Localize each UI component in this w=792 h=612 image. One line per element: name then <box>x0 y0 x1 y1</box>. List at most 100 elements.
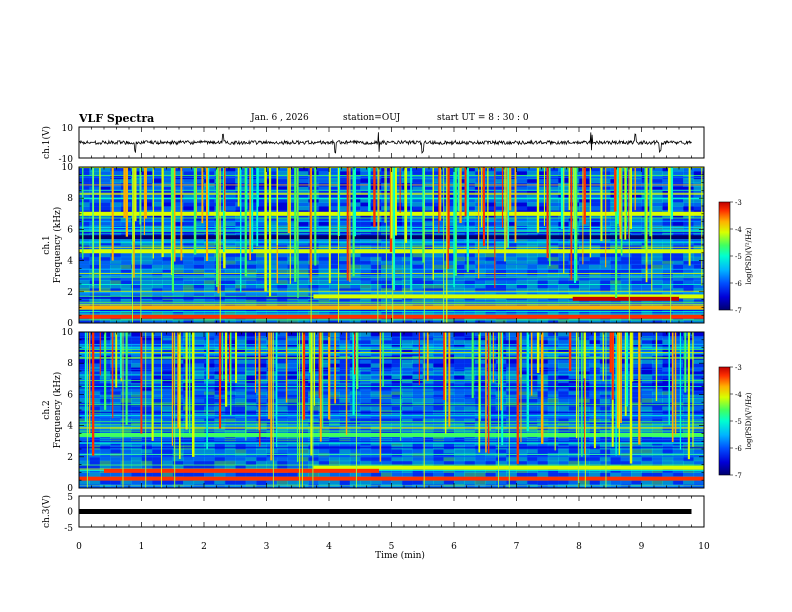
ch1-spectrogram-cell <box>79 311 90 316</box>
ch2-spectrogram-cell <box>391 335 403 341</box>
ch1-spectrogram-cell <box>537 206 549 211</box>
ch2-spectrogram-cell <box>276 374 288 380</box>
ch2-spectrogram-cell <box>235 472 247 477</box>
ch1-spectrogram-cell <box>516 272 528 277</box>
ch2-spectrogram-cell <box>672 460 684 466</box>
ch1-spectrogram-cell <box>412 194 424 199</box>
ch2-spectrogram-cell <box>141 452 153 458</box>
ch1-spectrogram-cell <box>547 167 559 172</box>
ch1-spectrogram-cell <box>183 221 195 226</box>
ch1-spectrogram-cell <box>370 284 382 289</box>
ch2-spectrogram-cell <box>547 406 559 411</box>
ch1-spectrogram-cell <box>485 190 497 195</box>
ch2-spectrogram-cell <box>433 390 445 395</box>
ch2-spectrogram-cell <box>235 335 247 341</box>
ch1-spectrogram-cell <box>506 202 517 207</box>
ch1-spectrogram-cell <box>256 284 267 289</box>
ch1-spectrogram-cell <box>110 268 122 273</box>
ch1-spectrogram-cell <box>464 311 476 316</box>
ch1-spectrogram-cell <box>245 237 257 242</box>
ch1-spectrogram-cell <box>266 256 278 262</box>
ch1-spectrogram-cell <box>412 260 424 265</box>
ch2-spectrogram-cell <box>276 343 288 349</box>
ch2-spectrogram-cell <box>151 472 163 477</box>
ch1-spectrogram-cell <box>318 167 330 172</box>
ch2-spectrogram-cell <box>516 460 528 466</box>
ch1-spectrogram-cell <box>485 198 497 203</box>
ch2-spectrogram-cell <box>151 332 163 337</box>
ch1-spectrogram-cell <box>162 241 174 246</box>
ch1-spectrogram-cell <box>672 268 684 273</box>
ch1-spectrogram-cell <box>422 268 434 273</box>
ch2-spectrogram-cell <box>454 480 465 485</box>
ch1-spectrogram-hline <box>79 276 704 278</box>
ch1-spectrogram-sferic <box>543 167 545 226</box>
ch1-spectrogram-sferic <box>649 167 652 237</box>
ch1-spectrogram-cell <box>370 256 382 262</box>
ch1-spectrogram-cell <box>183 167 195 172</box>
ch2-spectrogram-cell <box>193 374 205 380</box>
ch1-spectrogram-cell <box>412 198 424 203</box>
ch1-spectrogram-cell <box>349 276 361 281</box>
ch1-spectrogram-cell <box>495 217 507 223</box>
ch1-spectrogram-cell <box>464 237 476 242</box>
ch1-spectrogram-cell <box>422 167 434 172</box>
ch1-spectrogram-cell <box>433 276 445 281</box>
ch2-spectrogram-cell <box>474 460 486 466</box>
ch2-spectrogram-cell <box>620 460 632 466</box>
ch1-spectrogram-cell <box>360 252 372 258</box>
ch1-spectrogram-cell <box>131 311 142 316</box>
ch2-spectrogram-cell <box>318 406 330 411</box>
ch1-spectrogram-cell <box>589 221 601 226</box>
ch2-spectrogram-cell <box>693 452 704 458</box>
ch2-spectrogram-cell <box>183 398 195 403</box>
ch2-spectrogram-cell <box>89 421 101 427</box>
ch1-spectrogram-cell <box>506 198 517 203</box>
ch1-spectrogram-cell <box>183 280 195 285</box>
ch2-spectrogram-cell <box>89 406 101 411</box>
ch1-spectrogram-cell <box>79 221 90 226</box>
ch2-spectrogram-cell <box>339 371 351 376</box>
ch1-spectrogram-cell <box>589 311 601 316</box>
ch1-spectrogram-cell <box>183 206 195 211</box>
ch1-spectrogram-cell <box>506 264 517 269</box>
ch1-spectrogram-cell <box>662 170 674 176</box>
ch2-spectrogram-cell <box>162 421 174 427</box>
ch1-spectrogram-cell <box>79 237 90 242</box>
ch1-spectrogram-cell <box>391 276 403 281</box>
ch2-spectrogram-cell <box>506 417 517 423</box>
ch2-spectrogram-cell <box>79 335 90 341</box>
ch1-spectrogram-cell <box>266 186 278 191</box>
ch1-spectrogram-cell <box>297 213 309 219</box>
ch1-spectrogram-cell <box>162 217 174 223</box>
ch2-spectrogram-cell <box>422 390 434 395</box>
ch2-spectrogram-cell <box>672 417 684 423</box>
ch1-spectrogram-cell <box>287 186 299 191</box>
ch1-spectrogram-cell <box>360 264 372 269</box>
ch2-spectrogram-cell <box>433 456 445 462</box>
ch2-spectrogram-cell <box>162 371 174 376</box>
ch1-spectrogram-cell <box>370 170 382 176</box>
ch2-spectrogram-cell <box>547 429 559 434</box>
ch1-spectrogram-vline <box>446 167 448 323</box>
ch2-spectrogram-cell <box>631 339 642 345</box>
ch2-spectrogram-cell <box>693 390 704 395</box>
ch1-spectrogram-cell <box>391 241 403 246</box>
ch2-spectrogram-cell <box>110 464 122 469</box>
ch1-spectrogram-cell <box>568 287 580 293</box>
ch2-spectrogram-cell <box>287 339 299 345</box>
ch1-spectrogram-cell <box>131 221 142 226</box>
ch1-spectrogram-cell <box>349 256 361 262</box>
ch2-spectrogram-cell <box>464 398 476 403</box>
ch2-spectrogram-cell <box>641 371 653 376</box>
ch1-spectrogram-cell <box>422 311 434 316</box>
ch1-spectrogram-cell <box>422 260 434 265</box>
ch1-spectrogram-cell <box>360 217 372 223</box>
ch1-spectrogram-cell <box>683 287 695 293</box>
ch2-spectrogram-cell <box>151 421 163 427</box>
ch1-spectrogram-sferic <box>82 167 84 259</box>
ch1-spectrogram-hline <box>79 301 704 303</box>
ch2-spectrogram-cell <box>568 347 580 352</box>
ch1-spectrogram-cell <box>339 194 351 199</box>
ch2-spectrogram-cell <box>276 460 288 466</box>
